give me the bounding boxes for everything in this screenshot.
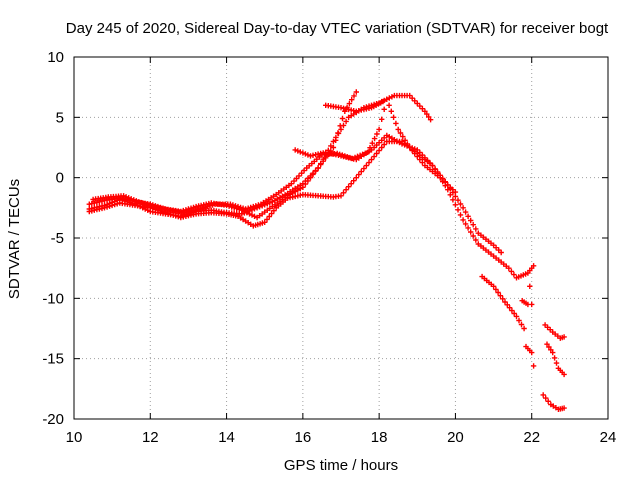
y-tick-label: 0 bbox=[56, 170, 64, 187]
y-tick-label: -10 bbox=[42, 290, 64, 307]
x-axis-label: GPS time / hours bbox=[284, 457, 398, 474]
axis-ticks bbox=[73, 56, 609, 420]
tick-labels: 10 12 14 16 18 20 22 24 -20 -15 -10 -5 0 5 10 bbox=[42, 49, 616, 446]
x-tick-label: 20 bbox=[447, 429, 464, 446]
grid bbox=[74, 57, 608, 419]
data-point-markers bbox=[544, 341, 567, 378]
y-tick-label: -20 bbox=[42, 411, 64, 428]
data-point-markers bbox=[542, 322, 567, 341]
x-tick-label: 10 bbox=[66, 429, 83, 446]
series-track-10 bbox=[544, 341, 567, 378]
series-track-11 bbox=[540, 392, 567, 412]
data-point-markers bbox=[323, 98, 386, 114]
x-tick-label: 14 bbox=[218, 429, 235, 446]
y-tick-label: -5 bbox=[51, 230, 64, 247]
series-track-8 bbox=[519, 283, 535, 308]
x-tick-label: 16 bbox=[295, 429, 312, 446]
data-points bbox=[86, 89, 567, 412]
data-point-markers bbox=[292, 132, 537, 281]
y-tick-label: 5 bbox=[56, 109, 64, 126]
y-tick-label: -15 bbox=[42, 351, 64, 368]
chart-title: Day 245 of 2020, Sidereal Day-to-day VTE… bbox=[66, 20, 609, 37]
y-axis-label: SDTVAR / TECUs bbox=[6, 179, 23, 299]
series-track-5 bbox=[292, 132, 537, 281]
y-tick-label: 10 bbox=[47, 49, 64, 66]
x-tick-label: 18 bbox=[371, 429, 388, 446]
series-track-9 bbox=[542, 322, 567, 341]
series-track-7 bbox=[479, 273, 537, 369]
series-track-6 bbox=[323, 98, 386, 114]
data-point-markers bbox=[540, 392, 567, 412]
data-point-markers bbox=[479, 273, 537, 369]
x-tick-label: 24 bbox=[600, 429, 617, 446]
x-tick-label: 22 bbox=[523, 429, 540, 446]
x-tick-label: 12 bbox=[142, 429, 159, 446]
data-point-markers bbox=[519, 283, 535, 308]
